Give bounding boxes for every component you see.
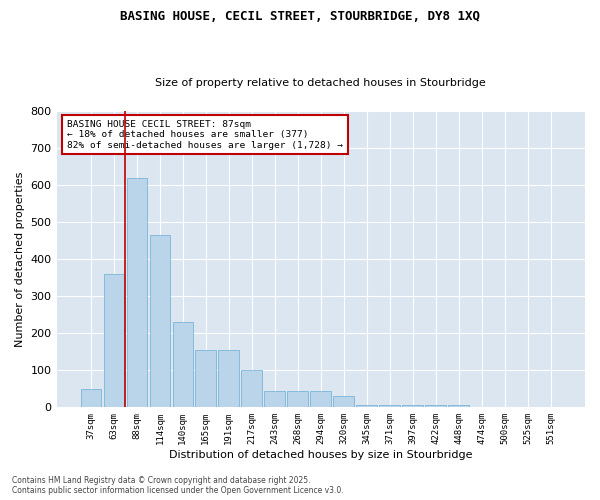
X-axis label: Distribution of detached houses by size in Stourbridge: Distribution of detached houses by size … xyxy=(169,450,473,460)
Bar xyxy=(310,390,331,407)
Bar xyxy=(425,406,446,407)
Text: BASING HOUSE CECIL STREET: 87sqm
← 18% of detached houses are smaller (377)
82% : BASING HOUSE CECIL STREET: 87sqm ← 18% o… xyxy=(67,120,343,150)
Bar xyxy=(149,235,170,408)
Title: Size of property relative to detached houses in Stourbridge: Size of property relative to detached ho… xyxy=(155,78,486,88)
Bar xyxy=(196,350,216,408)
Bar xyxy=(173,322,193,408)
Bar xyxy=(287,390,308,407)
Bar xyxy=(334,396,354,407)
Bar xyxy=(80,389,101,407)
Bar xyxy=(265,390,285,407)
Bar xyxy=(218,350,239,408)
Bar xyxy=(448,406,469,407)
Bar xyxy=(104,274,124,407)
Text: BASING HOUSE, CECIL STREET, STOURBRIDGE, DY8 1XQ: BASING HOUSE, CECIL STREET, STOURBRIDGE,… xyxy=(120,10,480,23)
Text: Contains HM Land Registry data © Crown copyright and database right 2025.
Contai: Contains HM Land Registry data © Crown c… xyxy=(12,476,344,495)
Bar xyxy=(356,406,377,407)
Bar xyxy=(241,370,262,408)
Bar xyxy=(127,178,147,408)
Y-axis label: Number of detached properties: Number of detached properties xyxy=(15,172,25,347)
Bar xyxy=(379,406,400,407)
Bar xyxy=(403,406,423,407)
